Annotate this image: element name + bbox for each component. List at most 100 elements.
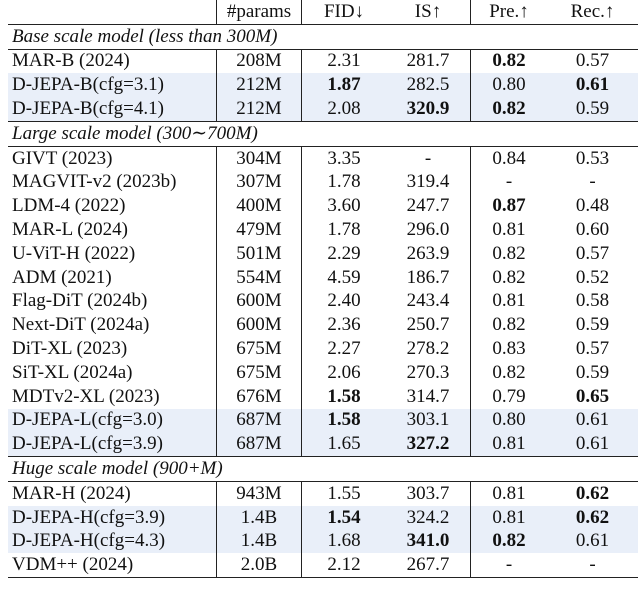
cell: 0.48 [575, 195, 610, 217]
model-name: D-JEPA-H(cfg=3.9) [8, 505, 217, 530]
model-name: Next-DiT (2024a) [12, 314, 150, 336]
cell: 675M [216, 360, 302, 385]
cell: 687M [216, 408, 302, 433]
cell: 212M [216, 73, 302, 98]
cell: 687M [216, 432, 302, 457]
cell: 1.68 [301, 529, 386, 554]
model-name: ADM (2021) [12, 266, 112, 288]
cell: 0.83 [470, 337, 547, 361]
cell: 2.0B [216, 553, 302, 579]
cell: 675M [216, 337, 302, 361]
cell: 0.81 [470, 505, 547, 530]
section-title: Huge scale model (900+M) [8, 456, 638, 482]
data-row: Flag-DiT (2024b) 600M 2.40 243.4 0.81 0.58 [8, 289, 638, 314]
cell: 3.35 [301, 146, 386, 171]
cell: 600M [216, 289, 302, 314]
data-row: D-JEPA-B(cfg=4.1) 212M 2.08 320.9 0.82 0.59 [8, 97, 638, 122]
cell: 0.62 [547, 505, 638, 530]
cell: 0.59 [547, 97, 638, 122]
header-cell [8, 0, 217, 25]
header-cell: #params [216, 0, 302, 25]
cell: 4.59 [301, 265, 386, 290]
cell: 0.59 [575, 314, 610, 336]
model-name: D-JEPA-B(cfg=3.1) [8, 73, 217, 98]
cell: 0.61 [547, 73, 638, 98]
cell: 1.58 [301, 384, 386, 409]
data-row: U-ViT-H (2022) 501M 2.29 263.9 0.82 0.57 [8, 241, 638, 266]
model-name: Flag-DiT (2024b) [12, 290, 148, 312]
cell: 319.4 [406, 171, 450, 193]
section-row: Base scale model (less than 300M) [8, 23, 638, 50]
cell: 0.79 [470, 384, 547, 409]
cell: 1.55 [301, 481, 386, 506]
cell: 0.58 [575, 290, 610, 312]
cell: 0.82 [470, 97, 547, 122]
data-row: D-JEPA-L(cfg=3.9) 687M 1.65 327.2 0.81 0.61 [8, 432, 638, 457]
cell: 0.82 [470, 313, 547, 338]
cell: 0.80 [470, 408, 547, 433]
cell: 341.0 [386, 529, 471, 554]
cell: 1.87 [301, 73, 386, 98]
cell: 0.62 [575, 482, 610, 504]
cell: - [470, 170, 547, 195]
data-row: MAR-L (2024) 479M 1.78 296.0 0.81 0.60 [8, 218, 638, 242]
cell: 2.36 [301, 313, 386, 338]
cell: 0.61 [547, 432, 638, 457]
data-row: VDM++ (2024) 2.0B 2.12 267.7- - [8, 553, 638, 579]
cell: 0.80 [470, 73, 547, 98]
model-name: VDM++ (2024) [8, 553, 217, 579]
cell: 282.5 [386, 73, 471, 98]
cell: 1.58 [301, 408, 386, 433]
model-name: D-JEPA-H(cfg=4.3) [8, 529, 217, 554]
cell: 600M [216, 313, 302, 338]
data-row: GIVT (2023) 304M 3.35 - 0.84 0.53 [8, 146, 638, 171]
cell: 0.53 [575, 147, 610, 169]
cell: 0.61 [547, 408, 638, 433]
cell: 2.06 [301, 360, 386, 385]
cell: 304M [216, 146, 302, 171]
header-cell: FID↓ [301, 0, 386, 25]
data-row: D-JEPA-H(cfg=4.3) 1.4B 1.68 341.0 0.82 0.61 [8, 529, 638, 554]
cell: 327.2 [386, 432, 471, 457]
results-table: #params FID↓ IS↑ Pre.↑ Rec.↑ Base scale mode… [8, 0, 638, 579]
data-row: MAGVIT-v2 (2023b) 307M 1.78 319.4- - [8, 170, 638, 195]
model-name: MAR-H (2024) [12, 482, 131, 504]
section-row: Large scale model (300∼700M) [8, 120, 638, 147]
cell: 303.1 [386, 408, 471, 433]
data-row: D-JEPA-H(cfg=3.9) 1.4B 1.54 324.2 0.81 0.62 [8, 505, 638, 530]
cell: 0.81 [470, 289, 547, 314]
cell: 1.78 [301, 218, 386, 242]
cell: 267.7 [386, 553, 471, 579]
cell: - [589, 171, 596, 193]
model-name: U-ViT-H (2022) [12, 242, 136, 264]
cell: 501M [216, 241, 302, 266]
cell: - [424, 147, 432, 169]
cell: 0.57 [575, 242, 610, 264]
cell: 278.2 [406, 338, 450, 360]
data-row: SiT-XL (2024a) 675M 2.06 270.3 0.82 0.59 [8, 360, 638, 385]
data-row: Next-DiT (2024a) 600M 2.36 250.7 0.82 0.59 [8, 313, 638, 338]
cell: 1.4B [216, 505, 302, 530]
cell: 1.4B [216, 529, 302, 554]
cell: 0.59 [575, 361, 610, 383]
model-name: DiT-XL (2023) [12, 338, 128, 360]
model-name: LDM-4 (2022) [12, 195, 126, 217]
cell: 281.7 [406, 50, 450, 72]
cell: 2.08 [301, 97, 386, 122]
cell: 247.7 [406, 195, 450, 217]
cell: 2.31 [301, 49, 386, 74]
cell: 0.82 [470, 241, 547, 266]
section-title: Base scale model (less than 300M) [8, 23, 638, 50]
cell: - [547, 553, 638, 579]
cell: 0.82 [470, 265, 547, 290]
data-row: MDTv2-XL (2023) 676M 1.58 314.7 0.79 0.65 [8, 384, 638, 409]
cell: 676M [216, 384, 302, 409]
cell: 0.60 [575, 219, 610, 241]
model-name: GIVT (2023) [12, 147, 113, 169]
cell: 0.82 [470, 360, 547, 385]
cell: 554M [216, 265, 302, 290]
header-row: #params FID↓ IS↑ Pre.↑ Rec.↑ [8, 0, 638, 25]
header-cell: IS↑ [386, 0, 471, 25]
cell: 270.3 [406, 361, 450, 383]
model-name: D-JEPA-L(cfg=3.9) [8, 432, 217, 457]
